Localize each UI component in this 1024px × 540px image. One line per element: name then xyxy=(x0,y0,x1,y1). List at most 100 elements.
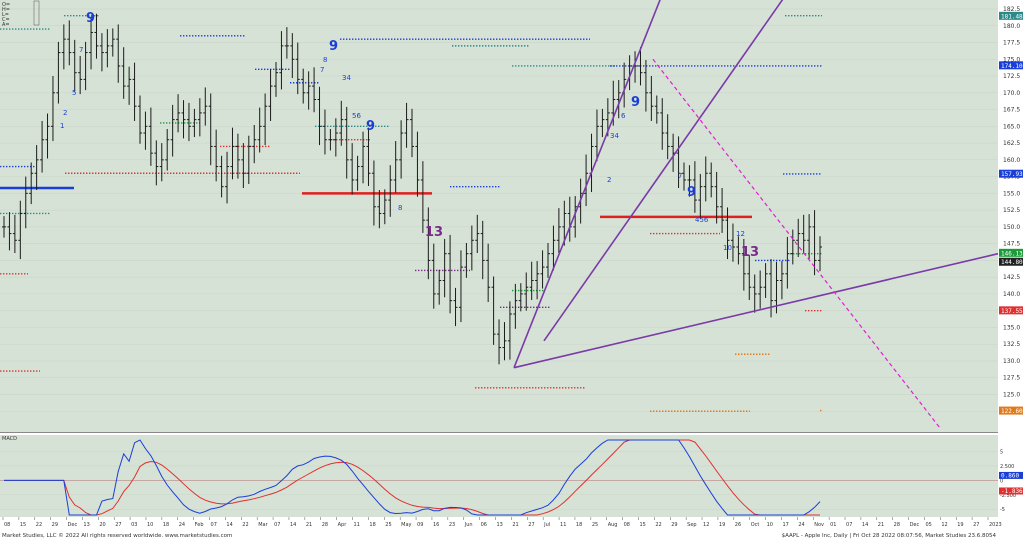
sequential-count-minor: 12 xyxy=(736,230,745,238)
price-bar xyxy=(535,261,540,300)
price-bar xyxy=(56,41,61,104)
date-tick-label: 22 xyxy=(242,522,248,528)
price-bar xyxy=(475,214,480,254)
price-bar xyxy=(796,218,801,258)
date-tick-label: 11 xyxy=(560,522,566,528)
price-bar xyxy=(252,124,257,164)
price-bar xyxy=(714,171,719,224)
date-tick-label: 20 xyxy=(99,522,105,528)
sequential-count-label: 9 xyxy=(631,95,640,110)
date-tick-label: 21 xyxy=(306,522,312,528)
price-bar xyxy=(214,129,219,182)
price-tag-value: 144.80 xyxy=(1001,259,1023,266)
price-bar xyxy=(529,261,534,300)
price-tick-label: 162.5 xyxy=(1003,140,1020,147)
price-bar xyxy=(290,33,295,79)
date-tick-label: 26 xyxy=(735,522,741,528)
price-tag-value: 174.10 xyxy=(1001,63,1023,70)
price-bar xyxy=(513,283,518,329)
trendlines xyxy=(513,0,999,429)
price-bar xyxy=(562,200,567,246)
price-bar xyxy=(654,95,659,124)
price-bar xyxy=(725,207,730,260)
trendline-fan-steep xyxy=(513,0,661,368)
price-tag: 174.10 xyxy=(999,61,1023,70)
price-bar xyxy=(785,236,790,289)
price-bar xyxy=(420,161,425,233)
price-tag: 157.93 xyxy=(999,169,1023,178)
date-tick-label: Mar xyxy=(258,522,268,528)
macd-tick-label: 2.500 xyxy=(1000,464,1014,470)
price-bar xyxy=(219,155,224,198)
date-tick-label: Oct xyxy=(751,522,760,528)
price-bar xyxy=(116,24,121,83)
price-gridlines xyxy=(0,8,998,412)
price-tag-value: 137.55 xyxy=(1001,308,1023,315)
price-tag-value: 181.48 xyxy=(1001,13,1023,20)
price-bar xyxy=(399,120,404,179)
price-bar xyxy=(333,118,338,157)
macd-tick-label: 0 xyxy=(1000,478,1003,484)
price-bar xyxy=(720,187,725,233)
macd-panel-background xyxy=(0,435,998,517)
price-bar xyxy=(61,24,66,70)
trendline-dashed-resistance xyxy=(652,58,941,429)
sequential-count-label: 13 xyxy=(741,245,759,260)
date-tick-label: 08 xyxy=(4,522,10,528)
price-bar xyxy=(176,94,181,133)
price-bar xyxy=(502,322,507,361)
date-tick-label: 17 xyxy=(782,522,788,528)
price-bar xyxy=(18,200,23,260)
price-bar xyxy=(404,102,409,148)
trendline-fan-medium xyxy=(543,0,784,342)
date-tick-label: 18 xyxy=(576,522,582,528)
price-bar xyxy=(339,100,344,146)
date-tick-label: 24 xyxy=(798,522,804,528)
sequential-count-minor: 5 xyxy=(72,89,76,97)
price-bar xyxy=(480,220,485,280)
price-bar xyxy=(600,108,605,138)
price-bar xyxy=(268,69,273,121)
date-tick-label: 21 xyxy=(878,522,884,528)
date-tick-label: 16 xyxy=(433,522,439,528)
price-bar xyxy=(295,42,300,95)
price-bar xyxy=(241,143,246,188)
date-tick-label: 08 xyxy=(624,522,630,528)
sequential-count-label: 13 xyxy=(425,225,443,240)
price-bar xyxy=(643,59,648,112)
price-bar xyxy=(518,283,523,312)
price-bar xyxy=(148,107,153,166)
sequential-count-minor: 2 xyxy=(607,176,611,184)
price-bar xyxy=(573,196,578,238)
price-bar xyxy=(709,162,714,198)
price-tag-box xyxy=(999,406,1023,415)
price-bar xyxy=(736,236,741,265)
price-bar xyxy=(703,156,708,202)
price-bar xyxy=(306,71,311,110)
price-bar xyxy=(388,165,393,217)
price-bar xyxy=(676,136,681,188)
price-bar xyxy=(758,270,763,309)
macd-value-tag xyxy=(999,487,1023,495)
price-bar xyxy=(257,107,262,153)
date-tick-label: 03 xyxy=(131,522,137,528)
date-tick-label: 28 xyxy=(322,522,328,528)
price-tick-label: 170.0 xyxy=(1003,90,1020,97)
date-tick-label: 23 xyxy=(449,522,455,528)
price-bar xyxy=(546,242,550,278)
price-tag-box xyxy=(999,61,1023,70)
legend-entry: H= xyxy=(2,7,10,13)
price-bar xyxy=(322,109,327,155)
price-bar xyxy=(361,131,366,184)
price-bar xyxy=(807,214,812,260)
price-bar xyxy=(192,108,197,138)
sequential-count-minor: 10 xyxy=(723,244,732,252)
price-bar xyxy=(453,287,458,327)
price-tag-box xyxy=(999,169,1023,178)
sequential-count-minor: 6 xyxy=(621,112,626,120)
date-tick-label: 19 xyxy=(957,522,963,528)
trendline-support xyxy=(513,252,999,369)
price-bar xyxy=(312,67,317,113)
price-bar xyxy=(393,141,398,193)
